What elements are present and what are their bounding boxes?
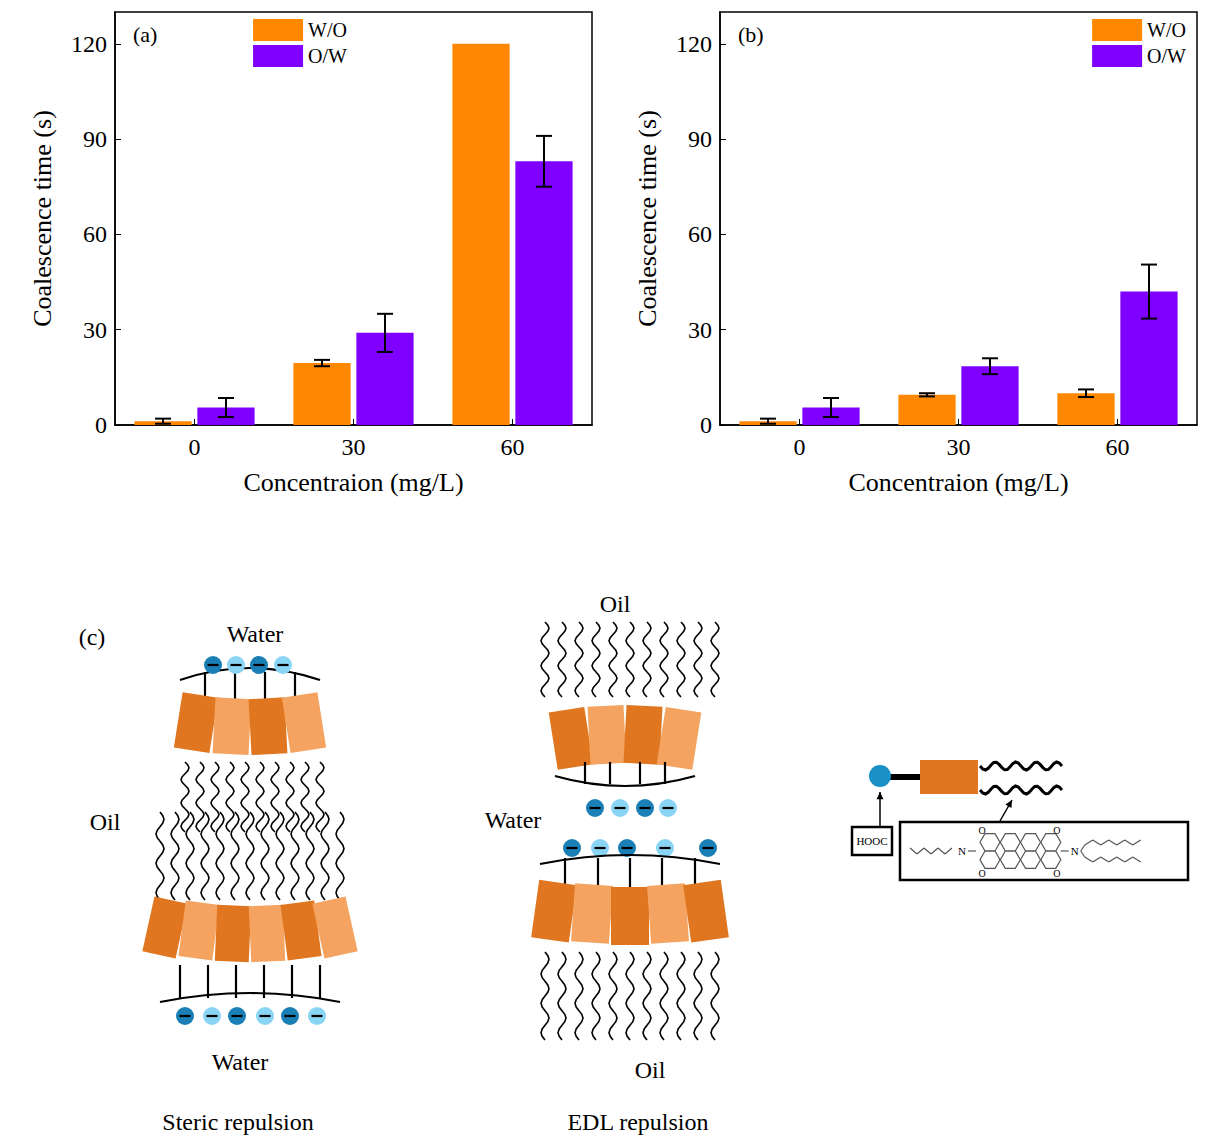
svg-text:0: 0 xyxy=(189,434,201,460)
svg-text:120: 120 xyxy=(676,31,712,57)
svg-text:(b): (b) xyxy=(738,22,764,47)
svg-text:HOOC: HOOC xyxy=(856,835,887,847)
svg-text:Steric repulsion: Steric repulsion xyxy=(162,1109,313,1135)
svg-text:90: 90 xyxy=(688,126,712,152)
svg-text:0: 0 xyxy=(95,412,107,438)
svg-text:90: 90 xyxy=(83,126,107,152)
svg-text:N: N xyxy=(958,845,966,857)
svg-text:Oil: Oil xyxy=(90,809,121,835)
svg-text:30: 30 xyxy=(688,317,712,343)
svg-text:Oil: Oil xyxy=(635,1057,666,1083)
svg-text:60: 60 xyxy=(501,434,525,460)
svg-text:Water: Water xyxy=(227,621,284,647)
svg-text:60: 60 xyxy=(688,221,712,247)
svg-text:W/O: W/O xyxy=(1147,19,1186,41)
svg-text:O: O xyxy=(978,868,985,879)
svg-text:Coalescence time (s): Coalescence time (s) xyxy=(28,110,57,327)
svg-text:30: 30 xyxy=(342,434,366,460)
svg-text:60: 60 xyxy=(83,221,107,247)
svg-text:(a): (a) xyxy=(133,22,157,47)
svg-text:0: 0 xyxy=(794,434,806,460)
svg-text:(c): (c) xyxy=(79,624,106,650)
svg-text:0: 0 xyxy=(700,412,712,438)
svg-text:O: O xyxy=(1053,868,1060,879)
svg-text:W/O: W/O xyxy=(308,19,347,41)
svg-text:N: N xyxy=(1071,845,1079,857)
svg-text:O: O xyxy=(978,825,985,836)
svg-text:Water: Water xyxy=(212,1049,269,1075)
svg-text:30: 30 xyxy=(83,317,107,343)
svg-text:O: O xyxy=(1053,825,1060,836)
svg-text:Coalescence time (s): Coalescence time (s) xyxy=(633,110,662,327)
svg-text:Concentraion (mg/L): Concentraion (mg/L) xyxy=(243,468,463,497)
svg-text:EDL repulsion: EDL repulsion xyxy=(567,1109,708,1135)
svg-text:60: 60 xyxy=(1106,434,1130,460)
svg-text:30: 30 xyxy=(947,434,971,460)
svg-text:O/W: O/W xyxy=(1147,45,1186,67)
svg-text:Water: Water xyxy=(485,807,542,833)
svg-text:O/W: O/W xyxy=(308,45,347,67)
svg-text:Oil: Oil xyxy=(600,591,631,617)
svg-text:Concentraion (mg/L): Concentraion (mg/L) xyxy=(848,468,1068,497)
svg-text:120: 120 xyxy=(71,31,107,57)
